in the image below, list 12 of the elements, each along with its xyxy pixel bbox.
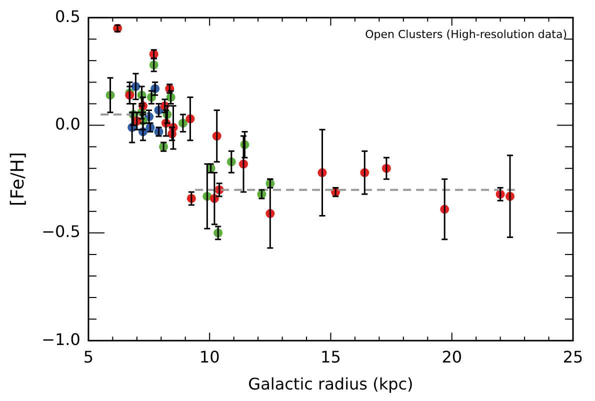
x-tick-label: 10: [199, 347, 220, 366]
y-tick-label: −1.0: [42, 330, 80, 349]
y-tick-label: −0.5: [42, 222, 80, 242]
x-tick-label: 20: [442, 347, 462, 366]
annotation: Open Clusters (High-resolution data): [365, 28, 567, 41]
y-tick-label: 0.0: [55, 114, 80, 134]
y-tick-label: 0.5: [55, 6, 80, 26]
y-axis-title: [Fe/H]: [7, 152, 28, 206]
x-tick-label: 25: [562, 347, 584, 366]
x-tick-label: 5: [83, 347, 94, 366]
x-axis-title: Galactic radius (kpc): [248, 374, 414, 394]
x-tick-label: 15: [320, 347, 341, 366]
